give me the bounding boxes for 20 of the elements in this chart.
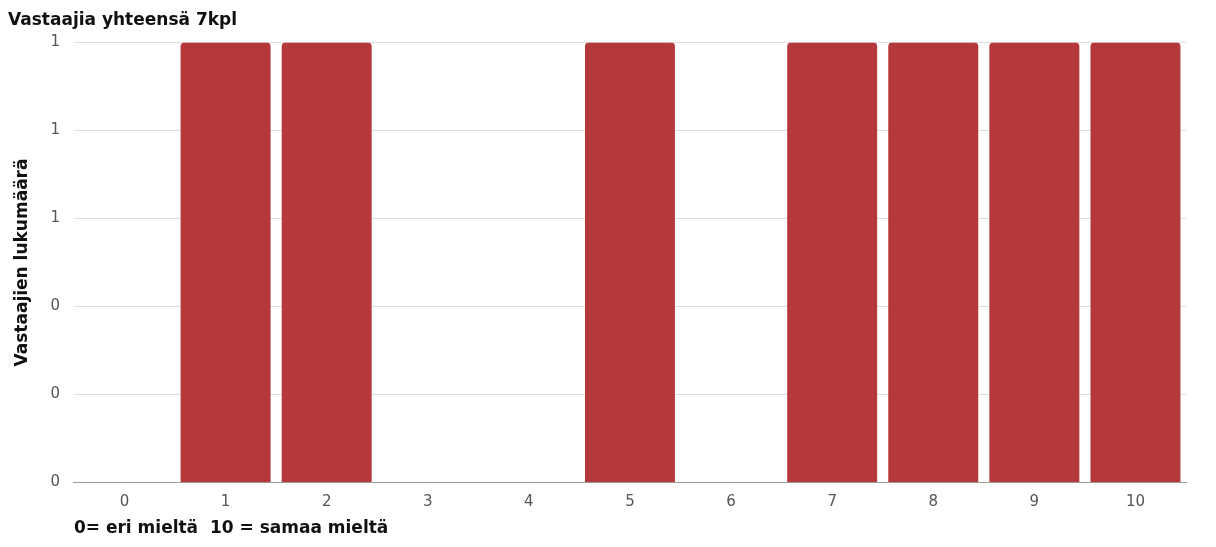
x-tick-label: 6 [726, 492, 736, 511]
x-tick-label: 9 [1029, 492, 1040, 511]
y-tick-label: 1 [50, 208, 60, 227]
x-tick-label: 7 [827, 492, 837, 511]
x-tick-label: 8 [928, 492, 939, 511]
x-tick-label: 10 [1125, 492, 1145, 511]
x-axis-title: 0= eri mieltä 10 = samaa mieltä [73, 517, 389, 538]
y-tick-label: 1 [50, 120, 60, 139]
y-tick-label: 0 [50, 384, 60, 403]
chart-title: Vastaajia yhteensä 7kpl [8, 8, 238, 29]
y-tick-label: 1 [50, 32, 60, 51]
x-tick-label: 3 [423, 492, 433, 511]
y-tick-label: 0 [50, 296, 60, 315]
x-tick-label: 2 [321, 492, 332, 511]
x-tick-label: 4 [524, 492, 534, 511]
y-axis-title: Vastaajien lukumäärä [10, 158, 31, 367]
x-tick-label: 0 [119, 492, 130, 511]
x-tick-label: 1 [220, 492, 231, 511]
y-tick-label: 0 [50, 472, 60, 491]
x-tick-label: 5 [625, 492, 635, 511]
